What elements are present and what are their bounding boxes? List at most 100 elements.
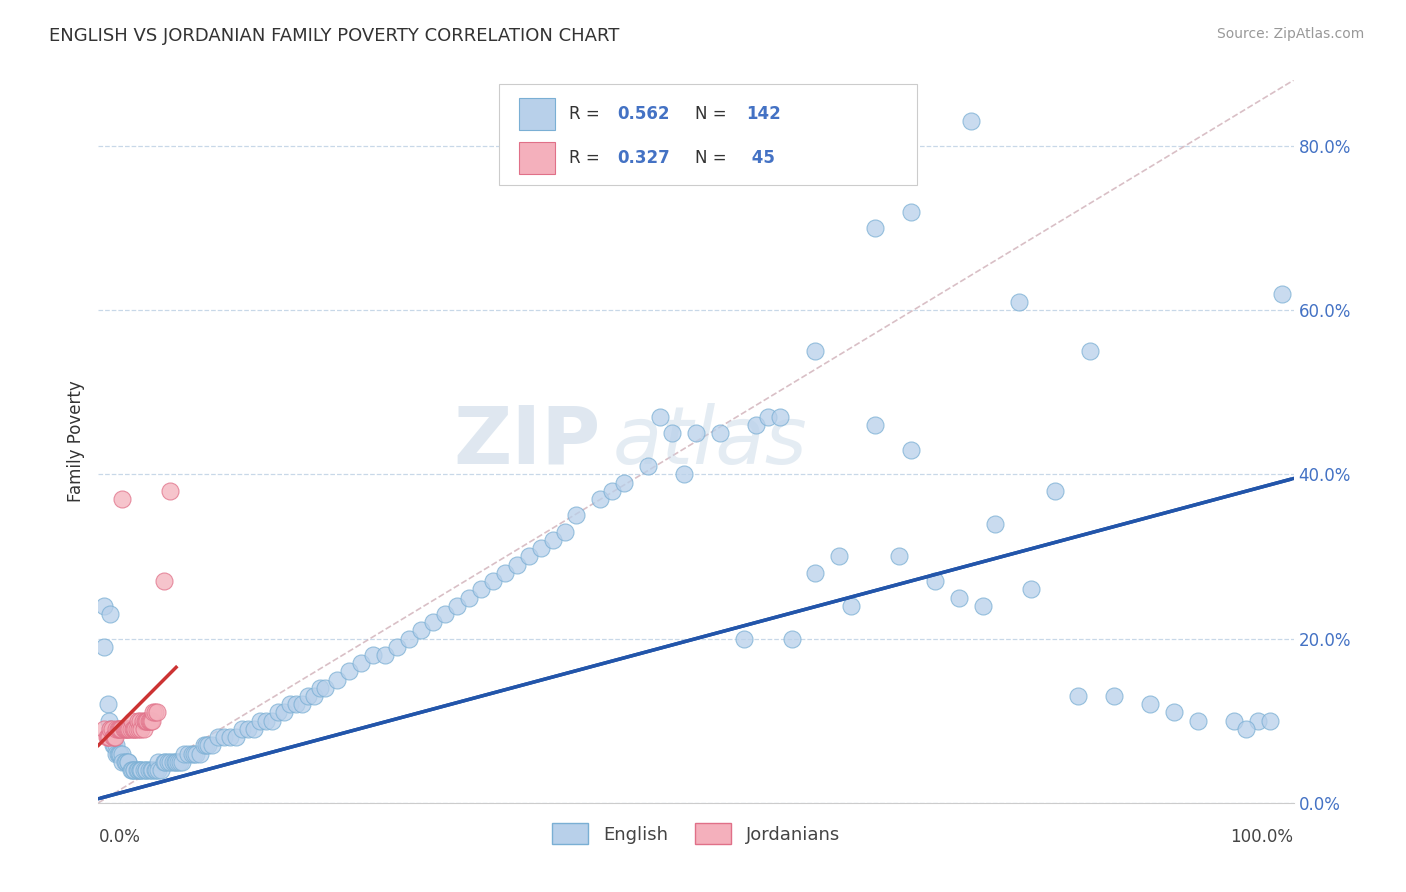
- Point: [1258, 714, 1281, 728]
- Point: [865, 221, 887, 235]
- Point: [709, 426, 731, 441]
- Point: [804, 566, 827, 580]
- Text: 0.0%: 0.0%: [98, 828, 141, 847]
- Point: [134, 714, 156, 728]
- Point: [143, 763, 166, 777]
- Point: [661, 426, 683, 441]
- Point: [96, 730, 118, 744]
- Point: [193, 739, 215, 753]
- Point: [107, 747, 129, 761]
- Point: [1043, 483, 1066, 498]
- Point: [315, 681, 337, 695]
- Point: [120, 722, 142, 736]
- Point: [972, 599, 994, 613]
- Point: [149, 763, 172, 777]
- Point: [124, 722, 146, 736]
- Point: [100, 722, 122, 736]
- Point: [541, 533, 564, 547]
- Point: [768, 409, 790, 424]
- Point: [169, 755, 191, 769]
- Text: 100.0%: 100.0%: [1230, 828, 1294, 847]
- Point: [1139, 698, 1161, 712]
- Point: [132, 763, 155, 777]
- Point: [673, 467, 696, 482]
- Point: [111, 491, 134, 506]
- Point: [1163, 706, 1185, 720]
- Point: [828, 549, 851, 564]
- Text: Source: ZipAtlas.com: Source: ZipAtlas.com: [1216, 27, 1364, 41]
- Point: [142, 706, 165, 720]
- Point: [236, 722, 259, 736]
- Text: 0.327: 0.327: [617, 149, 669, 167]
- FancyBboxPatch shape: [499, 84, 917, 185]
- FancyBboxPatch shape: [519, 142, 555, 174]
- Point: [195, 739, 218, 753]
- Text: 45: 45: [747, 149, 775, 167]
- Point: [385, 640, 409, 654]
- Point: [97, 698, 120, 712]
- Text: ZIP: ZIP: [453, 402, 600, 481]
- FancyBboxPatch shape: [519, 98, 555, 129]
- Point: [565, 508, 588, 523]
- Point: [121, 763, 143, 777]
- Point: [297, 689, 319, 703]
- Point: [173, 747, 195, 761]
- Point: [141, 714, 163, 728]
- Text: atlas: atlas: [613, 402, 807, 481]
- Point: [889, 549, 911, 564]
- Point: [162, 755, 184, 769]
- Point: [984, 516, 1007, 531]
- Point: [411, 624, 433, 638]
- Point: [494, 566, 516, 580]
- Point: [685, 426, 707, 441]
- Point: [108, 722, 131, 736]
- Point: [129, 714, 152, 728]
- Point: [117, 722, 139, 736]
- Point: [98, 722, 122, 736]
- Point: [339, 665, 361, 679]
- Text: R =: R =: [569, 149, 606, 167]
- Point: [153, 574, 176, 588]
- Point: [111, 755, 134, 769]
- Text: 142: 142: [747, 104, 780, 123]
- Point: [141, 763, 163, 777]
- Point: [180, 747, 202, 761]
- Point: [948, 591, 970, 605]
- Point: [865, 418, 887, 433]
- Point: [167, 755, 190, 769]
- Point: [127, 714, 149, 728]
- Point: [1247, 714, 1270, 728]
- Point: [1271, 286, 1294, 301]
- Point: [115, 722, 138, 736]
- Point: [111, 747, 134, 761]
- Point: [139, 714, 162, 728]
- Point: [254, 714, 277, 728]
- Point: [101, 730, 124, 744]
- Point: [481, 574, 505, 588]
- Point: [148, 763, 170, 777]
- Point: [98, 722, 122, 736]
- Point: [780, 632, 803, 646]
- Point: [1187, 714, 1209, 728]
- Point: [308, 681, 330, 695]
- Point: [115, 722, 138, 736]
- Point: [105, 747, 128, 761]
- Point: [104, 730, 127, 744]
- Point: [273, 706, 295, 720]
- Point: [278, 698, 301, 712]
- Point: [122, 722, 145, 736]
- Point: [267, 706, 290, 720]
- Point: [159, 755, 181, 769]
- Point: [117, 755, 139, 769]
- Point: [183, 747, 205, 761]
- Point: [554, 524, 576, 539]
- Point: [105, 739, 128, 753]
- Point: [458, 591, 481, 605]
- Point: [177, 747, 200, 761]
- Text: R =: R =: [569, 104, 606, 123]
- Point: [110, 722, 132, 736]
- Point: [93, 640, 115, 654]
- Point: [260, 714, 283, 728]
- Point: [1019, 582, 1042, 597]
- Point: [93, 599, 115, 613]
